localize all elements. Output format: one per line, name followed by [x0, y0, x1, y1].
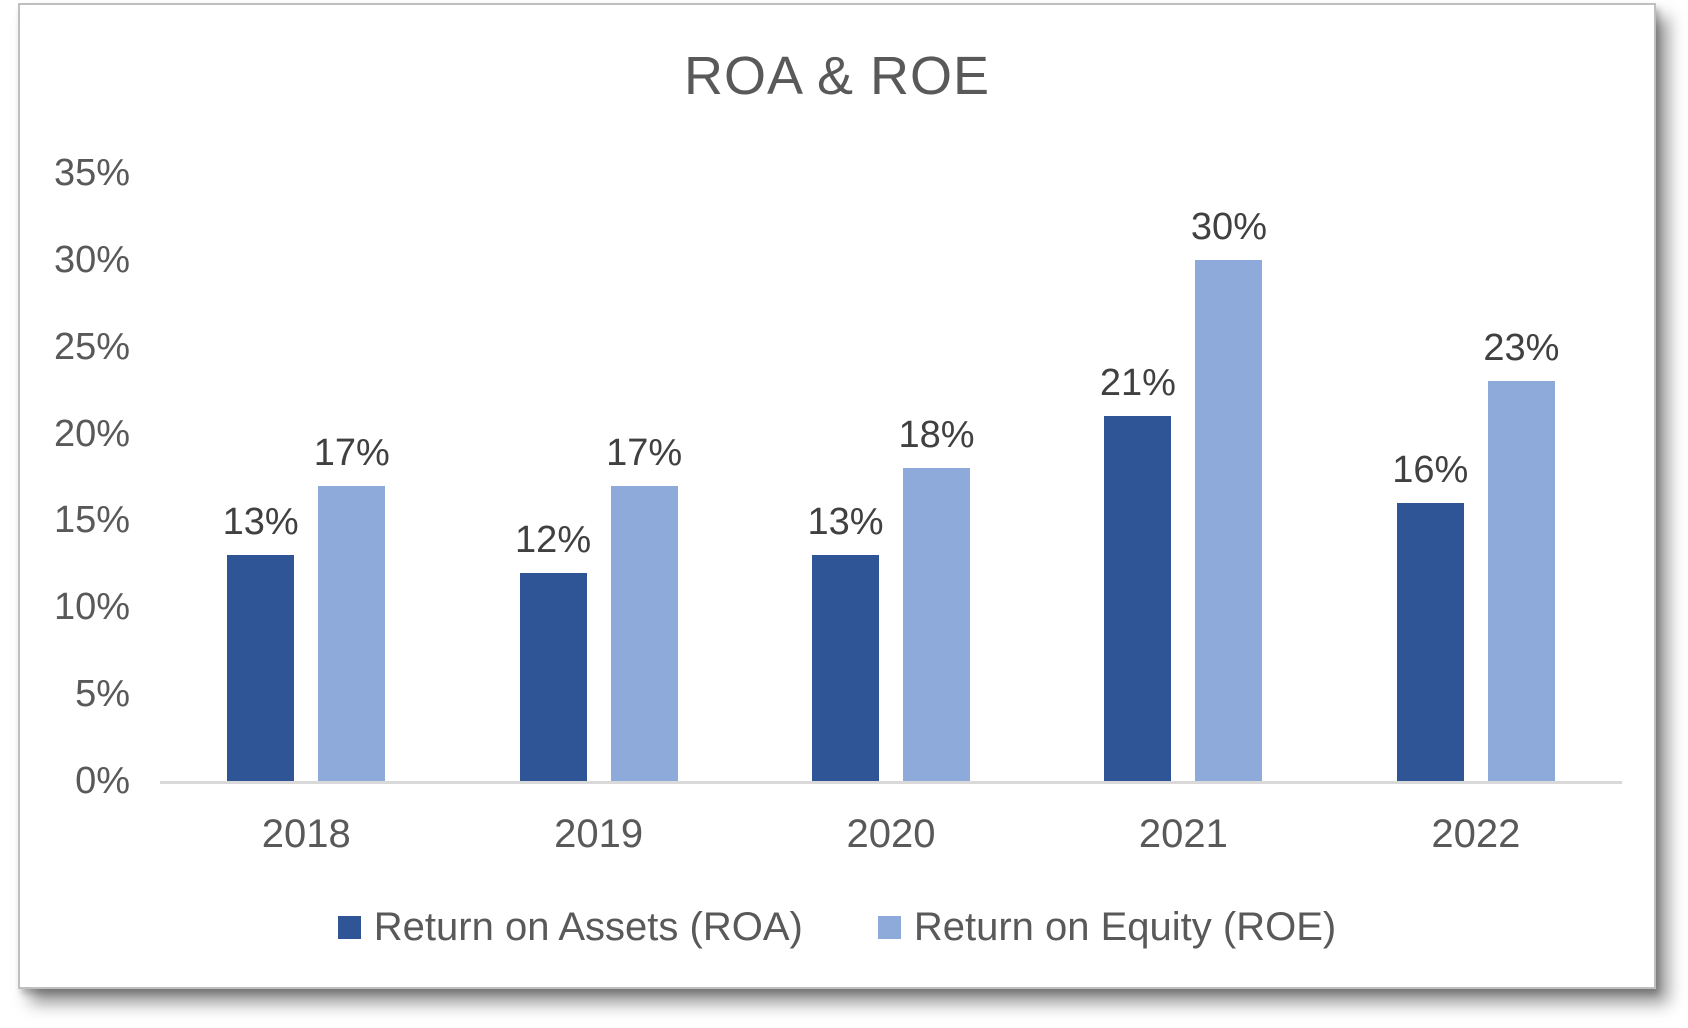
bar-wrap: 17%	[606, 432, 682, 781]
data-label: 17%	[313, 431, 390, 474]
y-tick-label: 15%	[53, 499, 130, 542]
legend-item-roa: Return on Assets (ROA)	[337, 905, 803, 950]
y-tick-label: 20%	[53, 412, 130, 455]
bar-roa-2018	[227, 555, 295, 781]
y-tick-label: 35%	[53, 152, 130, 194]
y-tick-label: 0%	[75, 760, 130, 802]
bar-wrap: 13%	[807, 501, 884, 781]
bar-group-2019: 12% 17%	[452, 173, 744, 781]
bar-group-2018: 13% 17%	[160, 173, 452, 781]
bar-roe-2018	[318, 485, 386, 781]
legend-swatch-roa-icon	[337, 916, 361, 939]
legend: Return on Assets (ROA) Return on Equity …	[20, 905, 1654, 950]
bar-wrap: 18%	[899, 414, 975, 781]
bar-wrap: 23%	[1483, 327, 1559, 781]
bar-roe-2020	[903, 468, 971, 781]
x-tick-label-2022: 2022	[1431, 812, 1521, 856]
bar-groups: 13% 17% 12% 17% 13% 18% 21% 30% 16% 23%	[160, 173, 1622, 781]
bar-wrap: 16%	[1392, 449, 1468, 781]
bar-wrap: 12%	[515, 519, 591, 781]
data-label: 13%	[807, 501, 884, 544]
plot-area: 13% 17% 12% 17% 13% 18% 21% 30% 16% 23%	[160, 173, 1622, 784]
data-label: 30%	[1190, 205, 1267, 248]
x-tick-label-2021: 2021	[1138, 812, 1228, 856]
bar-roa-2021	[1104, 416, 1172, 781]
bar-wrap: 21%	[1100, 362, 1176, 781]
x-tick-label-2018: 2018	[261, 812, 351, 856]
data-label: 18%	[898, 414, 975, 457]
data-label: 16%	[1392, 449, 1469, 492]
bar-roe-2019	[610, 485, 678, 781]
legend-label-roa: Return on Assets (ROA)	[373, 905, 803, 949]
bar-roe-2021	[1195, 259, 1263, 781]
bar-roa-2020	[811, 555, 879, 781]
bar-group-2021: 21% 30%	[1037, 173, 1329, 781]
bar-wrap: 17%	[314, 432, 390, 781]
bar-wrap: 13%	[223, 501, 299, 781]
y-axis: 0% 5% 10% 15% 20% 25% 30% 35%	[20, 5, 130, 987]
data-label: 17%	[606, 431, 683, 474]
x-tick-label-2019: 2019	[554, 812, 644, 856]
bar-wrap: 30%	[1191, 206, 1267, 781]
chart-panel: ROA & ROE 0% 5% 10% 15% 20% 25% 30% 35% 13% 17% 1…	[18, 3, 1656, 989]
x-tick-label-2020: 2020	[846, 812, 936, 856]
data-label: 12%	[515, 518, 592, 561]
x-axis-line	[160, 781, 1622, 784]
data-label: 21%	[1099, 362, 1176, 405]
y-tick-label: 30%	[53, 238, 130, 281]
chart-title: ROA & ROE	[683, 46, 991, 106]
bar-group-2020: 13% 18%	[745, 173, 1037, 781]
data-label: 23%	[1483, 327, 1560, 370]
x-axis-labels: 2018 2019 2020 2021 2022	[160, 812, 1622, 857]
legend-label-roe: Return on Equity (ROE)	[913, 905, 1337, 949]
y-tick-label: 25%	[53, 325, 130, 368]
bar-roe-2022	[1487, 381, 1555, 781]
bar-roa-2022	[1396, 503, 1464, 781]
legend-item-roe: Return on Equity (ROE)	[877, 905, 1337, 950]
bar-group-2022: 16% 23%	[1330, 173, 1622, 781]
legend-swatch-roe-icon	[877, 916, 901, 939]
y-tick-label: 10%	[53, 586, 130, 629]
y-tick-label: 5%	[75, 673, 130, 716]
data-label: 13%	[222, 501, 299, 544]
bar-roa-2019	[519, 572, 587, 781]
